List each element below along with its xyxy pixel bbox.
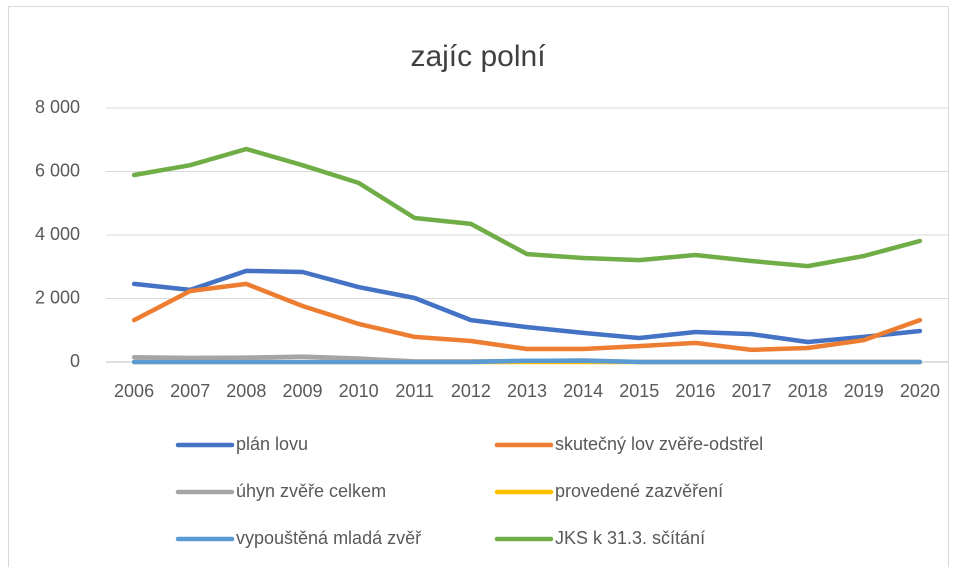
- series-line: [131, 146, 923, 269]
- x-tick-label: 2020: [900, 381, 940, 401]
- y-tick-label: 0: [70, 351, 80, 371]
- legend-label: JKS k 31.3. sčítání: [555, 528, 705, 548]
- x-tick-label: 2016: [675, 381, 715, 401]
- legend-label: úhyn zvěře celkem: [236, 481, 386, 501]
- series-line: [131, 281, 923, 353]
- legend-label: provedené zazvěření: [555, 481, 723, 501]
- legend-label: plán lovu: [236, 434, 308, 454]
- x-tick-label: 2008: [226, 381, 266, 401]
- chart-title: zajíc polní: [410, 40, 546, 73]
- x-tick-label: 2014: [563, 381, 603, 401]
- y-tick-label: 6 000: [35, 160, 80, 180]
- y-tick-label: 4 000: [35, 224, 80, 244]
- x-tick-label: 2013: [507, 381, 547, 401]
- x-tick-label: 2007: [170, 381, 210, 401]
- y-tick-label: 2 000: [35, 287, 80, 307]
- series-line: [131, 268, 923, 345]
- x-tick-label: 2019: [844, 381, 884, 401]
- x-tick-label: 2012: [451, 381, 491, 401]
- x-tick-label: 2009: [282, 381, 322, 401]
- legend-label: skutečný lov zvěře-odstřel: [555, 434, 763, 454]
- legend-label: vypouštěná mladá zvěř: [236, 528, 422, 548]
- y-tick-label: 8 000: [35, 97, 80, 117]
- x-tick-label: 2017: [732, 381, 772, 401]
- x-tick-label: 2018: [788, 381, 828, 401]
- series-line: [131, 358, 923, 365]
- x-tick-label: 2010: [339, 381, 379, 401]
- x-tick-label: 2011: [395, 381, 434, 401]
- x-tick-label: 2015: [619, 381, 659, 401]
- x-tick-label: 2006: [114, 381, 154, 401]
